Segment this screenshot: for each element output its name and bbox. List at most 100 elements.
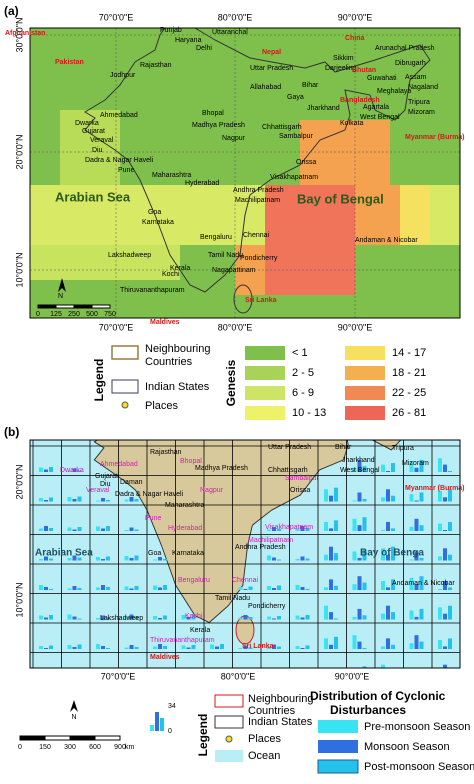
cell-bar xyxy=(352,584,357,590)
cell-bar xyxy=(158,644,162,649)
cell-bar xyxy=(391,495,395,502)
cell-bar xyxy=(153,616,157,620)
cell-bar xyxy=(158,557,162,561)
cell-bar xyxy=(324,638,328,649)
place-label: Chhattisgarh xyxy=(262,124,302,131)
cell-bar xyxy=(391,612,395,620)
cell-bar xyxy=(44,648,48,649)
cell-bar xyxy=(272,527,276,531)
north-label: N xyxy=(71,714,76,721)
cell-bar xyxy=(243,615,248,620)
legend-label: Countries xyxy=(145,356,193,368)
lat-label: 20°0'0"N xyxy=(14,464,24,499)
country-label: Maldives xyxy=(150,654,180,661)
place-label: Visakhapatnam xyxy=(270,174,318,181)
cell-bar xyxy=(44,617,48,620)
cell-bar xyxy=(381,646,385,649)
place-label: Tripura xyxy=(408,99,430,106)
cell-bar xyxy=(329,528,333,531)
cell-bar xyxy=(443,581,447,590)
country-label: Bhutan xyxy=(352,67,376,74)
legend-title: Distribution of Cyclonic xyxy=(310,689,446,703)
cell-bar xyxy=(357,576,362,590)
lon-label: 80°0'0"E xyxy=(221,671,256,681)
country-label: Afghanistan xyxy=(5,30,45,37)
cell-bar xyxy=(158,587,162,590)
cell-bar xyxy=(334,636,338,649)
legend-label: Neighbouring xyxy=(248,693,313,705)
cell-bar xyxy=(163,646,167,649)
cell-bar xyxy=(186,617,191,620)
cell-bar xyxy=(44,587,48,590)
legend-label: 6 - 9 xyxy=(292,387,314,399)
cell-bar xyxy=(248,617,253,620)
cell-bar xyxy=(357,525,362,531)
cell-bar xyxy=(158,618,162,620)
scale-label: 0 xyxy=(36,311,40,318)
map-b xyxy=(30,440,460,679)
cell-bar xyxy=(277,616,281,620)
lon-label: 90°0'0"E xyxy=(335,671,370,681)
cell-bar xyxy=(101,615,105,620)
place-label: Gaya xyxy=(287,94,304,101)
legend-label: 2 - 5 xyxy=(292,367,314,379)
cell-bar xyxy=(391,528,395,531)
place-label: Gujarat xyxy=(82,128,105,135)
place-label: Hyderabad xyxy=(185,180,219,187)
cell-bar xyxy=(49,615,53,620)
map-a xyxy=(30,28,460,318)
place-label: Nagpur xyxy=(222,135,246,142)
place-label: Diu xyxy=(92,147,103,154)
cell-bar xyxy=(129,588,134,590)
cell-bar xyxy=(67,497,72,502)
cell-bar xyxy=(96,587,100,590)
cell-bar xyxy=(386,489,390,502)
cell-bar xyxy=(153,677,157,679)
place-label: Gujarat xyxy=(95,473,118,480)
cell-bar xyxy=(362,615,367,620)
cell-bar xyxy=(438,556,442,561)
cell-bar xyxy=(334,585,338,590)
cell-bar xyxy=(305,589,310,590)
cell-bar xyxy=(357,557,362,561)
city-label: Bhopal xyxy=(180,458,202,465)
cell-bar xyxy=(77,496,82,502)
lat-label: 10°0'0"N xyxy=(14,582,24,617)
place-label: Bihar xyxy=(302,82,319,89)
lon-label: 90°0'0"E xyxy=(338,12,373,22)
lon-label: 80°0'0"E xyxy=(218,12,253,22)
cell-bar xyxy=(300,617,305,620)
cell-bar xyxy=(277,529,281,531)
legend-label: 22 - 25 xyxy=(392,387,426,399)
legend-a xyxy=(111,345,385,420)
scale-label: 600 xyxy=(89,744,101,751)
city-label: Sambalpur xyxy=(285,475,320,482)
cell-bar xyxy=(134,647,139,649)
place-label: Maharashtra xyxy=(165,502,204,509)
cell-bar xyxy=(414,635,419,649)
place-label: Tamil Nadu xyxy=(215,595,250,602)
cell-bar xyxy=(438,589,442,590)
city-label: Bengaluru xyxy=(178,577,210,584)
place-label: Arunachal Pradesh xyxy=(375,45,435,52)
cell-bar xyxy=(352,616,357,620)
cell-bar xyxy=(96,644,100,649)
cell-bar xyxy=(124,586,129,590)
cell-bar xyxy=(49,645,53,649)
place-label: Orissa xyxy=(290,487,310,494)
cell-bar xyxy=(386,471,390,472)
scale-label: 300 xyxy=(64,744,76,751)
cell-bar xyxy=(238,587,243,590)
cell-bar xyxy=(72,647,77,649)
cell-bar xyxy=(163,559,167,561)
cell-bar xyxy=(72,586,77,590)
labels: (a) 70°0'0"E 70°0'0"E 80°0'0"E 80°0'0"E 90°0'… xyxy=(4,4,474,773)
cell-bar xyxy=(277,646,281,649)
cell-bar xyxy=(124,499,129,502)
place-label: Dadra & Nagar Haveli xyxy=(115,491,184,498)
cell-bar xyxy=(438,640,442,649)
cell-bar xyxy=(448,671,452,678)
place-label: Jodhpur xyxy=(110,72,136,79)
legend-label: Countries xyxy=(248,705,296,717)
frame-b xyxy=(29,439,461,669)
